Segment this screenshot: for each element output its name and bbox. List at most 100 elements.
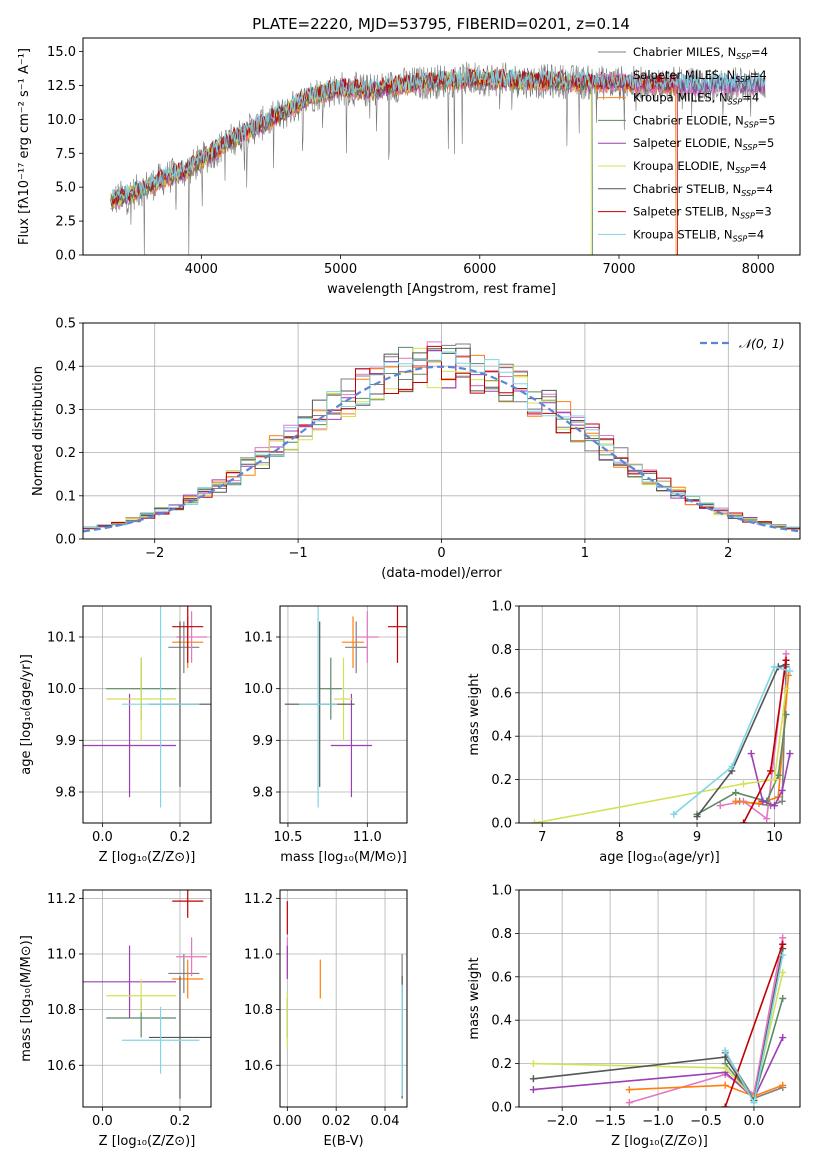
- normal-reference-curve: [83, 365, 800, 533]
- mass-weight-marker: [779, 968, 787, 976]
- mass-weight-line: [673, 665, 791, 815]
- x-tick-label: 10: [766, 830, 783, 845]
- plot-area: [530, 650, 794, 823]
- histogram-step: [83, 351, 800, 531]
- x-tick-label: 0: [437, 546, 445, 561]
- mass-weight-line: [696, 663, 787, 817]
- y-tick-label: 10.6: [244, 1059, 273, 1074]
- x-tick-label: 8: [615, 830, 623, 845]
- mass-weight-marker: [625, 1086, 633, 1094]
- y-tick-label: 0.3: [55, 403, 76, 418]
- y-tick-label: 0.0: [491, 1101, 512, 1116]
- mass-weight-marker: [755, 799, 763, 807]
- y-tick-label: 9.8: [55, 786, 76, 801]
- legend-subscript: SSP: [740, 212, 755, 221]
- legend-subscript: SSP: [735, 166, 750, 175]
- mass-weight-marker: [625, 1099, 633, 1107]
- legend-tail: =4: [756, 182, 773, 196]
- mass-weight-line: [720, 653, 787, 821]
- mass-weight-marker: [779, 934, 787, 942]
- x-tick-label: 0.0: [92, 830, 113, 845]
- mass-weight-line: [533, 1037, 784, 1100]
- y-axis-label: mass [log₁₀(M/M⊙)]: [19, 935, 34, 1062]
- mass-weight-marker: [721, 1081, 729, 1089]
- x-tick-label: 10.5: [273, 830, 302, 845]
- spectrum-model-line: [110, 67, 766, 204]
- y-tick-label: 0.8: [491, 643, 512, 658]
- legend-entry: Kroupa MILES, NSSP=4: [633, 91, 759, 107]
- mass-weight-marker: [778, 786, 786, 794]
- mass-weight-marker: [770, 663, 778, 671]
- x-tick-label: 0.02: [322, 1114, 351, 1129]
- y-tick-label: 0.1: [55, 489, 76, 504]
- y-tick-label: 0.2: [55, 446, 76, 461]
- plot-frame: [279, 605, 408, 824]
- y-tick-label: 11.0: [244, 947, 273, 962]
- legend-subscript: SSP: [744, 120, 759, 129]
- mass-weight-marker: [779, 940, 787, 948]
- mass-weight-marker: [739, 819, 747, 823]
- mass-weight-marker: [670, 810, 678, 818]
- mass-weight-marker: [782, 650, 790, 658]
- mass-weight-marker: [779, 951, 787, 959]
- x-axis-label: (data-model)/error: [381, 566, 502, 581]
- mass-weight-vs-metallicity-panel: −2.0 −1.5 −1.0 −0.5 0.0 0.0 0.2 0.4 0.6 0.8 1.0 Z […: [467, 884, 801, 1149]
- x-tick-label: −2: [145, 546, 164, 561]
- x-tick-label: 7: [538, 830, 546, 845]
- mass-weight-marker: [721, 1064, 729, 1072]
- mass-weight-marker: [770, 776, 778, 784]
- plot-frame: [82, 889, 212, 1108]
- y-axis-label: age [log₁₀(age/yr)]: [19, 654, 34, 775]
- mass-vs-ebv-panel: 0.00 0.02 0.04 10.6 10.8 11.0 11.2 E(B-V): [244, 889, 408, 1149]
- mass-weight-marker: [529, 1075, 537, 1083]
- y-tick-label: 0.4: [55, 360, 76, 375]
- mass-weight-line: [533, 948, 784, 1103]
- legend-subscript: SSP: [743, 143, 758, 152]
- mass-weight-marker: [721, 1053, 729, 1061]
- x-tick-label: −2.0: [546, 1114, 578, 1129]
- y-tick-label: 0.6: [491, 686, 512, 701]
- x-tick-label: −1.0: [642, 1114, 674, 1129]
- legend-tail: =5: [757, 136, 774, 150]
- y-tick-label: 0.4: [491, 1014, 512, 1029]
- legend-entry: Kroupa STELIB, NSSP=4: [633, 227, 764, 243]
- mass-weight-line: [724, 944, 784, 1107]
- x-tick-label: −1.5: [594, 1114, 626, 1129]
- legend-subscript: SSP: [728, 98, 743, 107]
- x-tick-label: 9: [693, 830, 701, 845]
- y-tick-label: 11.2: [47, 892, 76, 907]
- x-axis-label: Z [log₁₀(Z/Z⊙)]: [611, 1134, 708, 1149]
- y-tick-label: 0.2: [491, 1057, 512, 1072]
- y-tick-label: 10.0: [244, 682, 273, 697]
- legend-tail: =3: [755, 205, 772, 219]
- mass-weight-marker: [721, 1047, 729, 1055]
- mass-weight-marker: [782, 656, 790, 664]
- x-tick-label: 0.00: [273, 1114, 302, 1129]
- legend-tail: =4: [747, 227, 764, 241]
- mass-weight-marker: [732, 797, 740, 805]
- mass-vs-metallicity-panel: 0.0 0.2 10.6 10.8 11.0 11.2 Z [log₁₀(Z/Z⊙)] mas…: [19, 889, 212, 1149]
- y-tick-label: 0.6: [491, 970, 512, 985]
- mass-weight-marker: [779, 1034, 787, 1042]
- x-axis-label: E(B-V): [323, 1134, 363, 1149]
- mass-weight-marker: [782, 711, 790, 718]
- x-tick-label: 0.0: [92, 1114, 113, 1129]
- y-tick-label: 10.6: [47, 1059, 76, 1074]
- mass-weight-marker: [693, 812, 701, 820]
- plot-frame: [82, 322, 801, 540]
- x-axis-label: mass [log₁₀(M/M⊙)]: [280, 850, 407, 865]
- legend-subscript: SSP: [733, 234, 748, 243]
- y-tick-label: 1.0: [491, 600, 512, 615]
- mass-weight-marker: [763, 815, 771, 823]
- x-axis-label: wavelength [Angstrom, rest frame]: [327, 282, 556, 297]
- y-tick-label: 0.0: [491, 817, 512, 832]
- legend-entry: Kroupa ELODIE, NSSP=4: [633, 159, 767, 175]
- mass-weight-marker: [782, 684, 790, 692]
- mass-weight-marker: [759, 797, 767, 805]
- x-tick-label: 4000: [185, 262, 218, 277]
- plot-frame: [279, 889, 408, 1108]
- residual-histogram-panel: −2 −1 0 1 2 0.0 0.1 0.2 0.3 0.4 0.5 (data-model)/er…: [31, 317, 801, 581]
- x-tick-label: −1: [289, 546, 308, 561]
- y-tick-label: 10.1: [244, 631, 273, 646]
